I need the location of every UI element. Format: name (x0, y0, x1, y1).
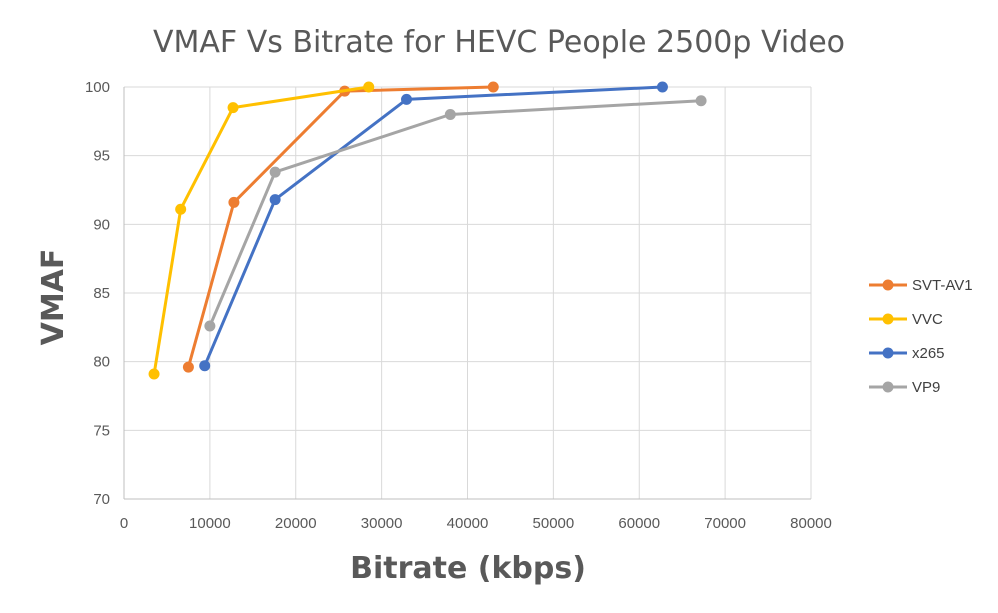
legend-marker (882, 347, 894, 359)
y-tick-label: 80 (93, 354, 110, 371)
legend-marker (882, 313, 894, 325)
x-tick-label: 20000 (275, 515, 317, 532)
legend-item-svt-av1: SVT-AV1 (869, 277, 973, 294)
x-tick-label: 10000 (189, 515, 231, 532)
series-vvc (148, 81, 375, 380)
legend-label: x265 (912, 345, 945, 362)
series-line-svt-av1 (186, 85, 495, 369)
data-point-vp9 (695, 95, 707, 107)
legend-item-vp9: VP9 (869, 379, 940, 396)
data-point-vvc (175, 203, 187, 215)
series-x265 (199, 81, 668, 372)
x-tick-label: 50000 (533, 515, 575, 532)
x-axis-title: Bitrate (kbps) (350, 551, 586, 586)
series-line-x265 (203, 85, 664, 368)
legend-item-x265: x265 (869, 345, 945, 362)
series-vp9 (204, 95, 707, 332)
y-tick-label: 85 (93, 285, 110, 302)
data-point-vp9 (269, 166, 281, 178)
series-svt-av1 (182, 81, 499, 373)
data-point-vp9 (444, 108, 456, 120)
data-point-svt-av1 (228, 196, 240, 208)
data-point-x265 (269, 194, 281, 206)
y-tick-label: 90 (93, 216, 110, 233)
x-tick-label: 40000 (447, 515, 489, 532)
y-tick-label: 70 (93, 491, 110, 508)
x-tick-label: 30000 (361, 515, 403, 532)
data-point-vvc (363, 81, 375, 93)
data-point-vp9 (204, 320, 216, 332)
data-point-svt-av1 (487, 81, 499, 93)
y-tick-label: 75 (93, 422, 110, 439)
x-tick-label: 60000 (618, 515, 660, 532)
gridlines (124, 86, 812, 499)
legend-label: SVT-AV1 (912, 277, 973, 294)
chart-title: VMAF Vs Bitrate for HEVC People 2500p Vi… (153, 25, 845, 60)
data-point-x265 (401, 93, 413, 105)
legend-marker (882, 381, 894, 393)
series-line-vp9 (208, 99, 703, 328)
legend-marker (882, 279, 894, 291)
data-point-x265 (656, 81, 668, 93)
data-point-svt-av1 (182, 361, 194, 373)
x-tick-label: 0 (120, 515, 128, 532)
legend-label: VVC (912, 311, 943, 328)
x-tick-label: 70000 (704, 515, 746, 532)
series-layer (148, 81, 707, 380)
legend-item-vvc: VVC (869, 311, 943, 328)
series-line-vvc (152, 85, 371, 376)
y-axis-title: VMAF (36, 249, 71, 346)
y-tick-label: 95 (93, 148, 110, 165)
legend: SVT-AV1 VVC x265 VP9 (869, 277, 973, 396)
x-tick-label: 80000 (790, 515, 832, 532)
data-point-x265 (199, 360, 211, 372)
axes: 70 75 80 85 90 95 100 0 10000 20000 30000 40000 5000… (85, 79, 832, 532)
data-point-vvc (227, 102, 239, 114)
y-tick-label: 100 (85, 79, 110, 96)
legend-label: VP9 (912, 379, 940, 396)
data-point-vvc (148, 368, 160, 380)
